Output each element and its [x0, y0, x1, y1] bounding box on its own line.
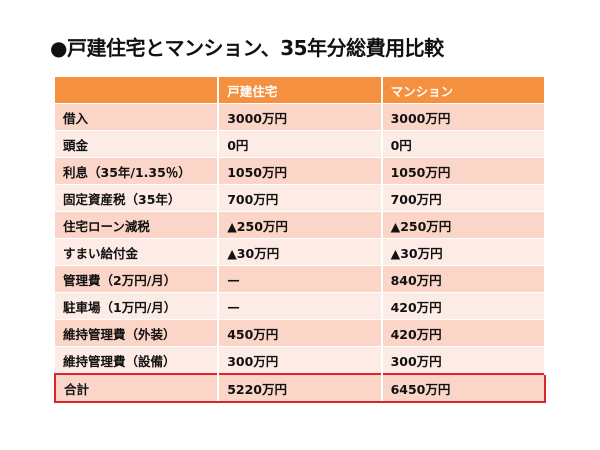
table-cell: 300万円 [218, 346, 383, 375]
table-row: すまい給付金 ▲30万円 ▲30万円 [55, 238, 547, 266]
header-cell [55, 77, 220, 104]
table-cell: 300万円 [381, 346, 547, 375]
table-cell: 840万円 [381, 265, 547, 293]
total-cell: 5220万円 [218, 373, 383, 403]
table-cell: 420万円 [381, 319, 547, 347]
header-cell: 戸建住宅 [218, 77, 383, 104]
table-cell: ▲30万円 [218, 238, 383, 266]
table-cell: 住宅ローン減税 [55, 211, 220, 239]
table-row: 利息（35年/1.35％） 1050万円 1050万円 [55, 157, 547, 185]
table-header-row: 戸建住宅 マンション [55, 77, 547, 104]
table-cell: ▲30万円 [381, 238, 547, 266]
total-row: 合計 5220万円 6450万円 [53, 373, 547, 403]
table-cell: 利息（35年/1.35％） [55, 157, 220, 185]
table-cell: 駐車場（1万円/月） [55, 292, 220, 320]
table-cell: 固定資産税（35年） [55, 184, 220, 212]
table-cell: 3000万円 [381, 103, 547, 131]
table-row: 維持管理費（設備） 300万円 300万円 [55, 346, 547, 375]
table-cell: 420万円 [381, 292, 547, 320]
header-cell: マンション [381, 77, 547, 104]
table-cell: 450万円 [218, 319, 383, 347]
table-row: 住宅ローン減税 ▲250万円 ▲250万円 [55, 211, 547, 239]
table-cell: 0円 [218, 130, 383, 158]
table-row: 維持管理費（外装） 450万円 420万円 [55, 319, 547, 347]
total-cell: 合計 [53, 373, 220, 403]
table-cell: — [218, 265, 383, 293]
table-row: 駐車場（1万円/月） —420万円 [55, 292, 547, 320]
total-cell: 6450万円 [381, 373, 547, 403]
table-cell: 管理費（2万円/月） [55, 265, 220, 293]
table-row: 管理費（2万円/月） —840万円 [55, 265, 547, 293]
table-row: 借入 3000万円 3000万円 [55, 103, 547, 131]
cost-comparison-table: 戸建住宅 マンション 借入 3000万円 3000万円 頭金 0円 0円 利息（35年/1.… [53, 77, 547, 403]
table-cell: 維持管理費（設備） [55, 346, 220, 375]
table-cell: 1050万円 [381, 157, 547, 185]
table-cell: 頭金 [55, 130, 220, 158]
page-title: ●戸建住宅とマンション、35年分総費用比較 [50, 36, 444, 60]
table-cell: 3000万円 [218, 103, 383, 131]
table-cell: ▲250万円 [381, 211, 547, 239]
table-cell: 700万円 [381, 184, 547, 212]
table-cell: すまい給付金 [55, 238, 220, 266]
table-cell: 借入 [55, 103, 220, 131]
table-cell: 1050万円 [218, 157, 383, 185]
table-cell: ▲250万円 [218, 211, 383, 239]
table-cell: — [218, 292, 383, 320]
table-row: 頭金 0円 0円 [55, 130, 547, 158]
table-cell: 維持管理費（外装） [55, 319, 220, 347]
table-row: 固定資産税（35年） 700万円 700万円 [55, 184, 547, 212]
table-cell: 0円 [381, 130, 547, 158]
table-cell: 700万円 [218, 184, 383, 212]
